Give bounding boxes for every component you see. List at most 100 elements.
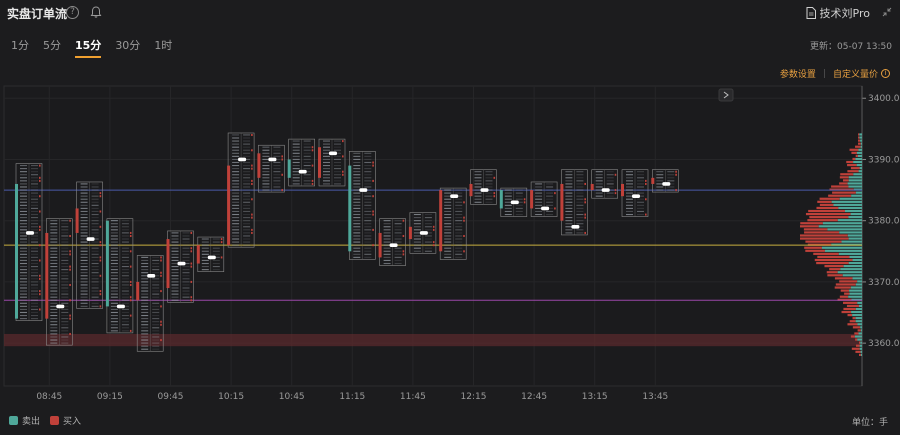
imbalance-buy-mark <box>584 231 586 234</box>
cell-buy-volume <box>394 232 402 234</box>
cell-sell-volume <box>171 266 179 268</box>
cell-sell-volume <box>110 262 118 265</box>
cell-buy-volume <box>152 290 160 292</box>
profile-buy-bar <box>855 145 861 148</box>
cell-buy-volume <box>515 201 523 203</box>
tab-1min[interactable]: 1分 <box>11 39 29 52</box>
profile-sell-bar <box>855 320 862 323</box>
imbalance-buy-mark <box>432 228 435 231</box>
cell-buy-volume <box>121 235 129 237</box>
poc-marker <box>359 188 368 192</box>
cell-buy-volume <box>121 250 129 252</box>
cell-buy-volume <box>61 324 69 326</box>
cell-buy-volume <box>61 296 69 298</box>
cell-sell-volume <box>50 330 58 332</box>
cell-buy-volume <box>424 232 432 234</box>
footprint-chart-area[interactable]: 08:45 09:15 09:45 10:15 10:45 11:15 11:45 12:15… <box>0 82 900 407</box>
collapse-icon[interactable] <box>882 7 892 17</box>
cell-buy-volume <box>424 220 432 222</box>
imbalance-buy-mark <box>614 189 617 192</box>
cell-buy-volume <box>31 244 38 246</box>
custom-volume-button[interactable]: 自定义量价 <box>832 70 878 80</box>
candle-body <box>348 165 352 252</box>
profile-sell-bar <box>822 222 862 225</box>
profile-sell-bar <box>860 341 862 344</box>
tab-5min[interactable]: 5分 <box>43 39 61 52</box>
cell-buy-volume <box>61 287 69 289</box>
tab-30min[interactable]: 30分 <box>115 39 141 52</box>
cell-buy-volume <box>606 180 614 182</box>
cell-buy-volume <box>212 269 220 271</box>
cell-sell-volume <box>50 311 58 314</box>
cell-sell-volume <box>353 174 361 176</box>
cell-sell-volume <box>80 305 88 307</box>
tab-15min[interactable]: 15分 <box>75 39 102 58</box>
cell-sell-volume <box>50 244 58 246</box>
cell-sell-volume <box>232 210 240 213</box>
cell-sell-volume <box>292 183 300 185</box>
cell-buy-volume <box>364 253 372 255</box>
cell-sell-volume <box>141 299 149 301</box>
cell-buy-volume <box>485 195 493 197</box>
cell-buy-volume <box>91 229 99 231</box>
pro-link[interactable]: 技术刘Pro <box>806 5 870 21</box>
profile-buy-bar <box>842 179 849 182</box>
cell-buy-volume <box>576 220 584 222</box>
candle-body <box>45 232 49 319</box>
cell-buy-volume <box>576 213 584 216</box>
imbalance-buy-mark <box>39 210 41 213</box>
cell-sell-volume <box>80 229 88 231</box>
cell-buy-volume <box>61 339 69 341</box>
cell-buy-volume <box>515 189 523 191</box>
cell-buy-volume <box>31 293 38 295</box>
cell-sell-volume <box>20 318 27 320</box>
cell-buy-volume <box>31 235 38 237</box>
x-tick-label: 12:15 <box>461 392 487 402</box>
cell-buy-volume <box>576 177 584 179</box>
cell-sell-volume <box>171 299 179 301</box>
profile-buy-bar <box>808 209 845 213</box>
cell-buy-volume <box>91 259 99 261</box>
info-icon[interactable]: i <box>881 69 890 78</box>
footprint-bar <box>560 169 588 236</box>
cell-sell-volume <box>444 244 452 246</box>
profile-sell-bar <box>848 216 862 219</box>
cell-buy-volume <box>364 177 372 179</box>
profile-buy-bar <box>800 237 849 240</box>
cell-buy-volume <box>152 333 160 335</box>
profile-sell-bar <box>838 252 862 255</box>
poc-marker <box>510 200 519 205</box>
bell-icon[interactable] <box>89 5 103 19</box>
cell-sell-volume <box>626 213 633 216</box>
cell-buy-volume <box>152 272 160 274</box>
imbalance-buy-mark <box>372 179 374 182</box>
cell-buy-volume <box>182 247 190 249</box>
footprint-chart[interactable]: 08:45 09:15 09:45 10:15 10:45 11:15 11:45 12:15… <box>0 82 900 407</box>
cell-sell-volume <box>110 287 118 289</box>
imbalance-buy-mark <box>372 213 374 216</box>
profile-buy-bar <box>851 151 857 154</box>
imbalance-buy-mark <box>251 164 253 167</box>
cell-buy-volume <box>243 168 251 170</box>
profile-buy-bar <box>859 341 861 344</box>
cell-sell-volume <box>383 229 391 231</box>
profile-buy-bar <box>817 200 832 203</box>
expand-arrow-button[interactable] <box>718 88 734 102</box>
cell-buy-volume <box>394 241 402 243</box>
cell-sell-volume <box>50 262 58 265</box>
help-icon[interactable]: ? <box>66 6 79 19</box>
cell-sell-volume <box>535 189 543 191</box>
cell-sell-volume <box>20 232 27 234</box>
imbalance-buy-mark <box>129 265 132 268</box>
footprint-bar <box>318 138 346 187</box>
cell-sell-volume <box>80 195 88 197</box>
cell-sell-volume <box>656 171 664 173</box>
cell-buy-volume <box>334 155 341 157</box>
cell-sell-volume <box>474 180 482 182</box>
cell-sell-volume <box>20 207 27 209</box>
cell-sell-volume <box>110 223 118 225</box>
params-settings-button[interactable]: 参数设置 <box>779 70 816 80</box>
tab-1hour[interactable]: 1时 <box>154 39 173 52</box>
cell-buy-volume <box>637 213 644 216</box>
cell-buy-volume <box>576 223 584 225</box>
